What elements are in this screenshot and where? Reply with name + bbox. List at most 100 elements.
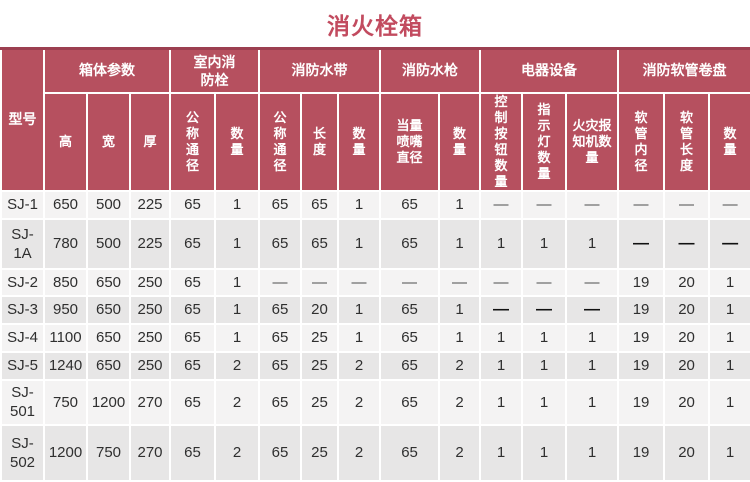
sub-header-hose-qty: 数量 xyxy=(337,91,382,192)
table-cell: 65 xyxy=(169,322,217,353)
sub-header-indicator-light-qty: 指示灯数量 xyxy=(521,91,568,192)
sub-header-row: 高 宽 厚 公称通径 数量 公称通径 长度 数量 当量喷嘴直径 数量 控制按钮数… xyxy=(1,91,750,192)
sub-header-label: 长度 xyxy=(313,125,327,157)
sub-header-label: 数量 xyxy=(723,125,737,157)
table-cell: 1 xyxy=(521,350,568,381)
table-cell: 1 xyxy=(708,322,750,353)
table-cell: 1 xyxy=(521,378,568,426)
table-cell: 850 xyxy=(43,267,88,297)
table-body: SJ-1 650 500 225 65 1 65 65 1 65 1— — — — — — SJ-1A 780 50… xyxy=(0,189,750,482)
table-cell: 2 xyxy=(438,350,482,381)
table-cell: 65 xyxy=(169,378,217,426)
table-cell: 1 xyxy=(337,189,382,220)
table-cell: 650 xyxy=(86,350,131,381)
table-cell: — xyxy=(479,267,524,297)
table-cell: 1 xyxy=(521,322,568,353)
table-cell: — xyxy=(337,267,382,297)
table-cell: 225 xyxy=(128,189,172,220)
table-cell: — xyxy=(521,189,568,220)
table-cell: 250 xyxy=(128,350,172,381)
table-cell: 19 xyxy=(617,350,666,381)
hydrant-box-spec-table: 型号 箱体参数 室内消防栓 消防水带 消防水枪 电器设备 消防软管卷盘 高 宽 … xyxy=(0,47,750,482)
sub-header-hose-nominal-diameter: 公称通径 xyxy=(258,91,303,192)
table-cell: 20 xyxy=(663,322,711,353)
table-cell: 1 xyxy=(337,294,382,325)
table-cell: — xyxy=(565,294,620,325)
table-cell: 1 xyxy=(479,378,524,426)
group-header-label: 消防软管卷盘 xyxy=(642,62,727,79)
table-cell: 25 xyxy=(300,423,340,482)
table-cell: 1200 xyxy=(43,423,88,482)
sub-header-label: 数量 xyxy=(230,125,244,157)
table-cell: — xyxy=(479,294,524,325)
table-row: SJ-3 950 650 250 65 1 65 20 1 65 1— — —19 20 1 xyxy=(0,294,750,325)
table-cell: 20 xyxy=(663,267,711,297)
sub-header-label: 厚 xyxy=(143,134,157,149)
sub-header-nozzle-diameter: 当量喷嘴直径 xyxy=(379,91,441,192)
sub-header-label: 公称通径 xyxy=(186,109,200,173)
sub-header-label: 高 xyxy=(58,134,72,149)
table-row: SJ-1 650 500 225 65 1 65 65 1 65 1— — — — — — xyxy=(0,189,750,220)
table-cell: 65 xyxy=(379,378,441,426)
table-cell: 1 xyxy=(708,294,750,325)
table-cell: — xyxy=(258,267,303,297)
table-cell: 20 xyxy=(663,423,711,482)
table-cell: 250 xyxy=(128,322,172,353)
table-cell: — xyxy=(708,189,750,220)
sub-header-label: 软管长度 xyxy=(680,109,694,173)
page: 消火栓箱 型号 箱体参数 室内消防栓 消防水带 消防水枪 电器设备 消防软管卷盘… xyxy=(0,7,750,482)
group-header-fire-nozzle: 消防水枪 xyxy=(379,47,482,94)
table-cell: 1 xyxy=(565,350,620,381)
table-cell: 750 xyxy=(43,378,88,426)
table-cell: 1 xyxy=(214,267,261,297)
table-cell: — xyxy=(708,217,750,270)
table-cell: 20 xyxy=(663,294,711,325)
table-cell: 1 xyxy=(708,267,750,297)
table-row: SJ-502 1200 750 270 65 2 65 25 2 65 2 1 1 1 19 20 1 xyxy=(0,423,750,482)
table-cell: 65 xyxy=(258,350,303,381)
table-cell: 1 xyxy=(479,217,524,270)
table-cell: 1 xyxy=(565,217,620,270)
table-cell: 1 xyxy=(708,423,750,482)
model-cell: SJ-5 xyxy=(0,350,45,381)
table-cell: 2 xyxy=(214,378,261,426)
table-cell: 500 xyxy=(86,189,131,220)
model-cell: SJ-2 xyxy=(0,267,45,297)
group-header-indoor-hydrant: 室内消防栓 xyxy=(169,47,261,94)
table-cell: 65 xyxy=(258,378,303,426)
model-cell: SJ-1A xyxy=(0,217,45,270)
table-cell: 1 xyxy=(565,322,620,353)
table-cell: 20 xyxy=(663,350,711,381)
sub-header-hydrant-nominal-diameter: 公称通径 xyxy=(169,91,217,192)
sub-header-fire-alarm-qty: 火灾报知机数量 xyxy=(565,91,620,192)
table-cell: 1 xyxy=(479,350,524,381)
table-cell: 65 xyxy=(169,423,217,482)
table-cell: 65 xyxy=(258,322,303,353)
group-header-label: 消防水枪 xyxy=(402,62,459,79)
model-cell: SJ-3 xyxy=(0,294,45,325)
table-cell: 1 xyxy=(337,322,382,353)
table-cell: — xyxy=(521,294,568,325)
table-cell: 1 xyxy=(214,217,261,270)
table-cell: — xyxy=(663,189,711,220)
table-cell: 225 xyxy=(128,217,172,270)
table-cell: 2 xyxy=(438,378,482,426)
group-header-electrical: 电器设备 xyxy=(479,47,620,94)
table-cell: 1 xyxy=(214,322,261,353)
table-cell: 1 xyxy=(521,423,568,482)
table-cell: — xyxy=(300,267,340,297)
group-header-fire-hose: 消防水带 xyxy=(258,47,382,94)
table-cell: 2 xyxy=(214,350,261,381)
table-cell: 19 xyxy=(617,322,666,353)
sub-header-hose-length: 长度 xyxy=(300,91,340,192)
table-cell: 2 xyxy=(337,350,382,381)
table-cell: 500 xyxy=(86,217,131,270)
table-cell: 65 xyxy=(258,189,303,220)
model-cell: SJ-4 xyxy=(0,322,45,353)
table-cell: 1 xyxy=(438,322,482,353)
sub-header-label: 数量 xyxy=(352,125,366,157)
table-row: SJ-5 1240 650 250 65 2 65 25 2 65 2 1 1 1 19 20 1 xyxy=(0,350,750,381)
table-cell: 1 xyxy=(479,423,524,482)
table-cell: 1200 xyxy=(86,378,131,426)
page-title: 消火栓箱 xyxy=(327,13,423,39)
